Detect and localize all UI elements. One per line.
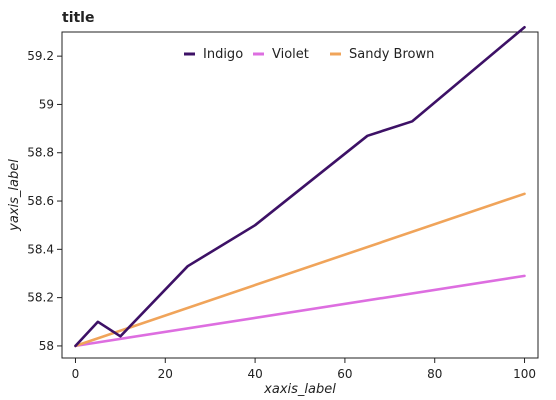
y-tick-label: 58.4: [27, 242, 54, 256]
x-axis: 0 20 40 60 80 100: [72, 358, 536, 381]
y-axis: 58 58.2 58.4 58.6 58.8 59 59.2: [27, 49, 62, 353]
legend: Indigo Violet Sandy Brown: [184, 47, 434, 62]
series-lines: [74, 25, 526, 348]
plot-frame: [61, 31, 539, 359]
y-tick-label: 58.2: [27, 291, 54, 305]
x-tick-label: 80: [427, 367, 442, 381]
legend-label-sandy-brown: Sandy Brown: [349, 47, 434, 62]
chart-title: title: [62, 10, 94, 26]
x-tick-label: 100: [513, 367, 536, 381]
legend-label-violet: Violet: [272, 47, 309, 62]
y-tick-label: 58.6: [27, 194, 54, 208]
y-tick-label: 58: [39, 339, 54, 353]
series-line-sandy-brown: [74, 192, 526, 348]
y-axis-title: yaxis_label: [7, 159, 22, 232]
x-tick-label: 20: [158, 367, 173, 381]
series-line-indigo: [74, 25, 526, 348]
x-tick-label: 40: [247, 367, 262, 381]
series-line-violet: [74, 274, 526, 348]
x-tick-label: 60: [337, 367, 352, 381]
x-axis-title: xaxis_label: [263, 382, 336, 397]
y-tick-label: 59.2: [27, 49, 54, 63]
y-tick-label: 58.8: [27, 146, 54, 160]
x-tick-label: 0: [72, 367, 80, 381]
y-tick-label: 59: [39, 97, 54, 111]
legend-label-indigo: Indigo: [203, 47, 243, 62]
